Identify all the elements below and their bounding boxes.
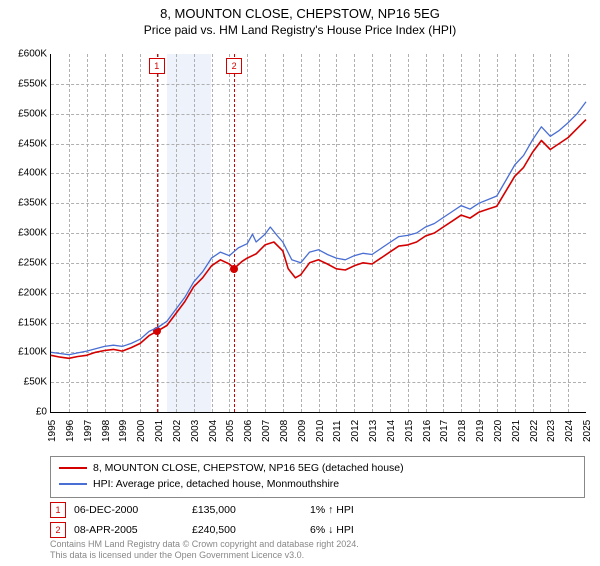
x-tick-label: 1997 <box>83 420 94 442</box>
series-price_paid <box>51 120 586 359</box>
x-tick-label: 2024 <box>564 420 575 442</box>
x-tick-label: 2001 <box>154 420 165 442</box>
x-tick-label: 2022 <box>529 420 540 442</box>
y-tick-label: £50K <box>2 377 47 388</box>
x-tick-label: 2000 <box>136 420 147 442</box>
x-tick-label: 1996 <box>65 420 76 442</box>
x-tick-label: 2017 <box>439 420 450 442</box>
x-tick-label: 2004 <box>208 420 219 442</box>
x-tick-label: 2003 <box>190 420 201 442</box>
legend-label-2: HPI: Average price, detached house, Monm… <box>93 478 339 490</box>
y-tick-label: £400K <box>2 168 47 179</box>
x-tick-label: 2007 <box>261 420 272 442</box>
sale-hpi-1: 1% ↑ HPI <box>310 500 362 520</box>
x-tick-label: 2005 <box>225 420 236 442</box>
x-tick-label: 2019 <box>475 420 486 442</box>
y-tick-label: £600K <box>2 49 47 60</box>
y-tick-label: £100K <box>2 347 47 358</box>
x-tick-label: 2009 <box>297 420 308 442</box>
x-tick-label: 1995 <box>47 420 58 442</box>
x-tick-label: 2014 <box>386 420 397 442</box>
y-tick-label: £150K <box>2 317 47 328</box>
legend-swatch-2 <box>59 483 87 485</box>
x-tick-label: 2016 <box>422 420 433 442</box>
y-tick-label: £300K <box>2 228 47 239</box>
sale-hpi-2: 6% ↓ HPI <box>310 520 362 540</box>
chart-plot-area: 12 <box>50 54 586 413</box>
sales-table: 1 06-DEC-2000 £135,000 1% ↑ HPI 2 08-APR… <box>50 500 585 540</box>
page-subtitle: Price paid vs. HM Land Registry's House … <box>0 23 600 37</box>
x-tick-label: 1999 <box>118 420 129 442</box>
footer-attribution: Contains HM Land Registry data © Crown c… <box>50 539 585 562</box>
series-hpi <box>51 102 586 355</box>
sale-row: 1 06-DEC-2000 £135,000 1% ↑ HPI <box>50 500 362 520</box>
y-tick-label: £250K <box>2 257 47 268</box>
x-tick-label: 2008 <box>279 420 290 442</box>
sale-price-2: £240,500 <box>192 520 310 540</box>
x-tick-label: 2021 <box>511 420 522 442</box>
x-tick-label: 2020 <box>493 420 504 442</box>
x-tick-label: 2023 <box>546 420 557 442</box>
y-tick-label: £550K <box>2 78 47 89</box>
x-tick-label: 2012 <box>350 420 361 442</box>
page-title: 8, MOUNTON CLOSE, CHEPSTOW, NP16 5EG <box>0 6 600 21</box>
x-tick-label: 2018 <box>457 420 468 442</box>
x-tick-label: 2025 <box>582 420 593 442</box>
legend-swatch-1 <box>59 467 87 469</box>
y-tick-label: £350K <box>2 198 47 209</box>
y-tick-label: £500K <box>2 108 47 119</box>
y-tick-label: £0 <box>2 407 47 418</box>
x-tick-label: 2013 <box>368 420 379 442</box>
y-tick-label: £450K <box>2 138 47 149</box>
legend-label-1: 8, MOUNTON CLOSE, CHEPSTOW, NP16 5EG (de… <box>93 462 404 474</box>
x-tick-label: 2015 <box>404 420 415 442</box>
sale-marker-2: 2 <box>50 522 66 538</box>
sale-row: 2 08-APR-2005 £240,500 6% ↓ HPI <box>50 520 362 540</box>
x-tick-label: 2006 <box>243 420 254 442</box>
sale-price-1: £135,000 <box>192 500 310 520</box>
x-tick-label: 2002 <box>172 420 183 442</box>
sale-date-2: 08-APR-2005 <box>74 520 192 540</box>
chart-series-svg <box>51 54 586 412</box>
x-tick-label: 2011 <box>332 420 343 442</box>
y-tick-label: £200K <box>2 287 47 298</box>
sale-date-1: 06-DEC-2000 <box>74 500 192 520</box>
x-tick-label: 1998 <box>101 420 112 442</box>
x-tick-label: 2010 <box>315 420 326 442</box>
sale-marker-1: 1 <box>50 502 66 518</box>
legend-box: 8, MOUNTON CLOSE, CHEPSTOW, NP16 5EG (de… <box>50 456 585 498</box>
